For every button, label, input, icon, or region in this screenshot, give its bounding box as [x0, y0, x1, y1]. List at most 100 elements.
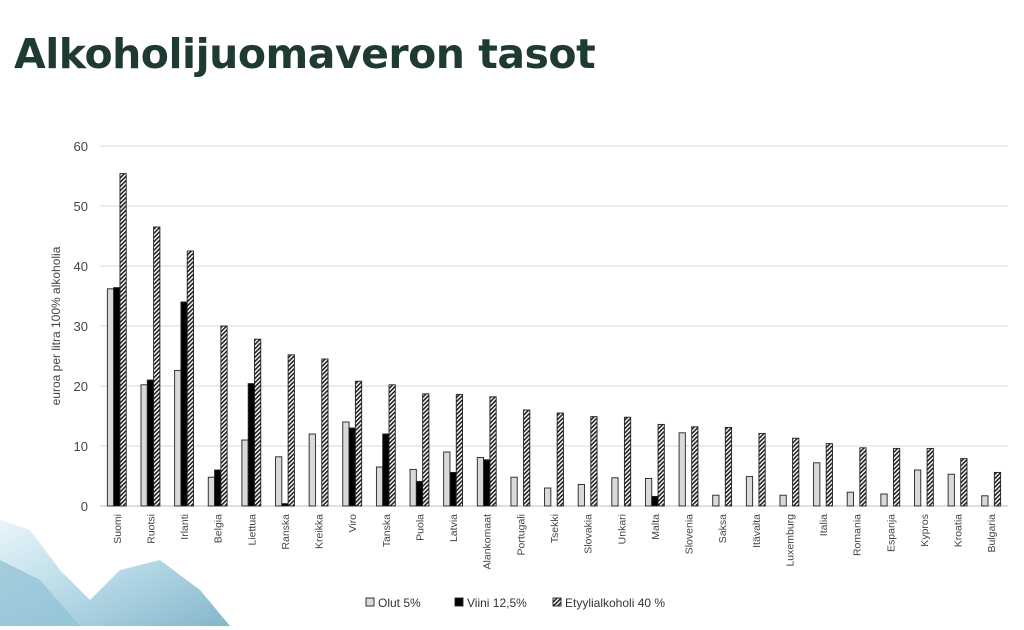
bar-olut — [409, 468, 417, 507]
x-tick-label: Tanska — [381, 514, 393, 547]
x-tick-label: Slovenia — [684, 514, 696, 554]
x-tick-label: Unkari — [616, 514, 628, 544]
y-tick-label: 20 — [74, 379, 88, 394]
bar-etyylialkoholi — [892, 447, 901, 507]
bar-olut — [443, 451, 451, 507]
bar-etyylialkoholi — [254, 338, 262, 507]
bar-etyylialkoholi — [388, 384, 396, 507]
ice-decoration-image — [0, 520, 230, 626]
bar-olut — [947, 473, 955, 507]
x-tick-label: Ranska — [280, 514, 292, 550]
bar-viini — [281, 503, 289, 507]
x-tick-label: Slovakia — [583, 514, 595, 554]
bar-olut — [342, 421, 350, 507]
bar-olut — [745, 476, 754, 507]
bar-etyylialkoholi — [153, 226, 161, 507]
bar-viini — [382, 433, 390, 507]
legend-label: Viini 12,5% — [467, 596, 527, 610]
x-tick-label: Saksa — [717, 514, 729, 543]
bar-olut — [476, 456, 485, 507]
legend-swatch — [365, 597, 375, 607]
legend-swatch — [552, 597, 562, 607]
bar-olut — [914, 469, 922, 507]
x-tick-label: Kypros — [919, 514, 931, 547]
bar-olut — [712, 494, 720, 507]
bar-etyylialkoholi — [825, 443, 833, 507]
bar-etyylialkoholi — [523, 409, 531, 507]
x-tick-label: Kreikka — [314, 514, 326, 549]
bar-olut — [207, 476, 216, 507]
legend-swatch — [454, 597, 464, 607]
bar-etyylialkoholi — [590, 416, 598, 507]
bar-viini — [146, 379, 155, 507]
bar-olut — [678, 432, 686, 507]
bar-etyylialkoholi — [220, 325, 228, 507]
bar-etyylialkoholi — [758, 432, 766, 507]
bar-olut — [308, 433, 316, 507]
bar-etyylialkoholi — [926, 447, 934, 507]
x-tick-label: Itävalta — [751, 514, 763, 548]
x-tick-label: Malta — [650, 514, 662, 540]
bar-viini — [214, 469, 222, 507]
bar-olut — [644, 477, 653, 507]
x-tick-label: Espanja — [885, 514, 897, 552]
bar-olut — [140, 384, 148, 507]
bar-etyylialkoholi — [422, 393, 430, 507]
x-tick-label: Viro — [347, 514, 359, 533]
x-tick-label: Latvia — [448, 514, 460, 542]
x-tick-label: Irlanti — [179, 514, 191, 540]
bar-viini — [180, 301, 188, 507]
bar-etyylialkoholi — [691, 426, 699, 507]
x-tick-label: Liettua — [246, 514, 258, 546]
bar-viini — [113, 287, 121, 507]
bar-olut — [174, 369, 182, 507]
x-tick-label: Suomi — [112, 514, 124, 544]
bar-viini — [415, 480, 424, 507]
bar-etyylialkoholi — [119, 173, 127, 507]
bar-etyylialkoholi — [623, 416, 632, 507]
x-tick-label: Belgia — [213, 514, 225, 543]
y-tick-label: 60 — [74, 139, 88, 154]
bar-etyylialkoholi — [455, 393, 464, 507]
bar-olut — [510, 476, 518, 507]
bar-viini — [449, 471, 457, 507]
bar-viini — [651, 495, 659, 507]
x-tick-label: Italia — [818, 514, 830, 536]
bar-olut — [544, 487, 552, 507]
y-tick-label: 10 — [74, 439, 88, 454]
bar-etyylialkoholi — [960, 458, 968, 507]
bar-olut — [577, 483, 585, 507]
bar-etyylialkoholi — [287, 354, 295, 507]
bar-viini — [348, 427, 356, 507]
bar-olut — [241, 439, 249, 507]
bar-olut — [106, 288, 115, 507]
bar-etyylialkoholi — [724, 426, 733, 507]
bar-olut — [846, 491, 854, 507]
y-tick-label: 40 — [74, 259, 88, 274]
legend-label: Etyylialkoholi 40 % — [565, 596, 665, 610]
x-tick-label: Kroatia — [953, 514, 965, 547]
bar-olut — [375, 466, 384, 507]
bar-etyylialkoholi — [657, 423, 665, 507]
bar-viini — [483, 459, 491, 507]
bar-etyylialkoholi — [859, 447, 867, 507]
bar-etyylialkoholi — [321, 358, 329, 507]
bar-etyylialkoholi — [792, 437, 800, 507]
x-tick-label: Tsekki — [549, 514, 561, 543]
x-tick-label: Alankomaat — [482, 514, 494, 570]
bar-olut — [611, 477, 619, 507]
x-tick-label: Portugali — [515, 514, 527, 555]
y-axis-label: euroa per litra 100% alkoholia — [49, 246, 63, 405]
bar-etyylialkoholi — [993, 471, 1002, 507]
bar-olut — [981, 495, 989, 507]
page-title: Alkoholijuomaveron tasot — [14, 30, 596, 78]
bar-olut — [813, 462, 821, 507]
x-tick-label: Bulgaria — [986, 514, 998, 553]
y-tick-label: 30 — [74, 319, 88, 334]
bar-viini — [247, 383, 255, 507]
x-tick-label: Puola — [414, 514, 426, 541]
bar-etyylialkoholi — [354, 380, 363, 507]
x-tick-label: Ruotsi — [145, 514, 157, 544]
x-tick-label: Luxemburg — [784, 514, 796, 567]
